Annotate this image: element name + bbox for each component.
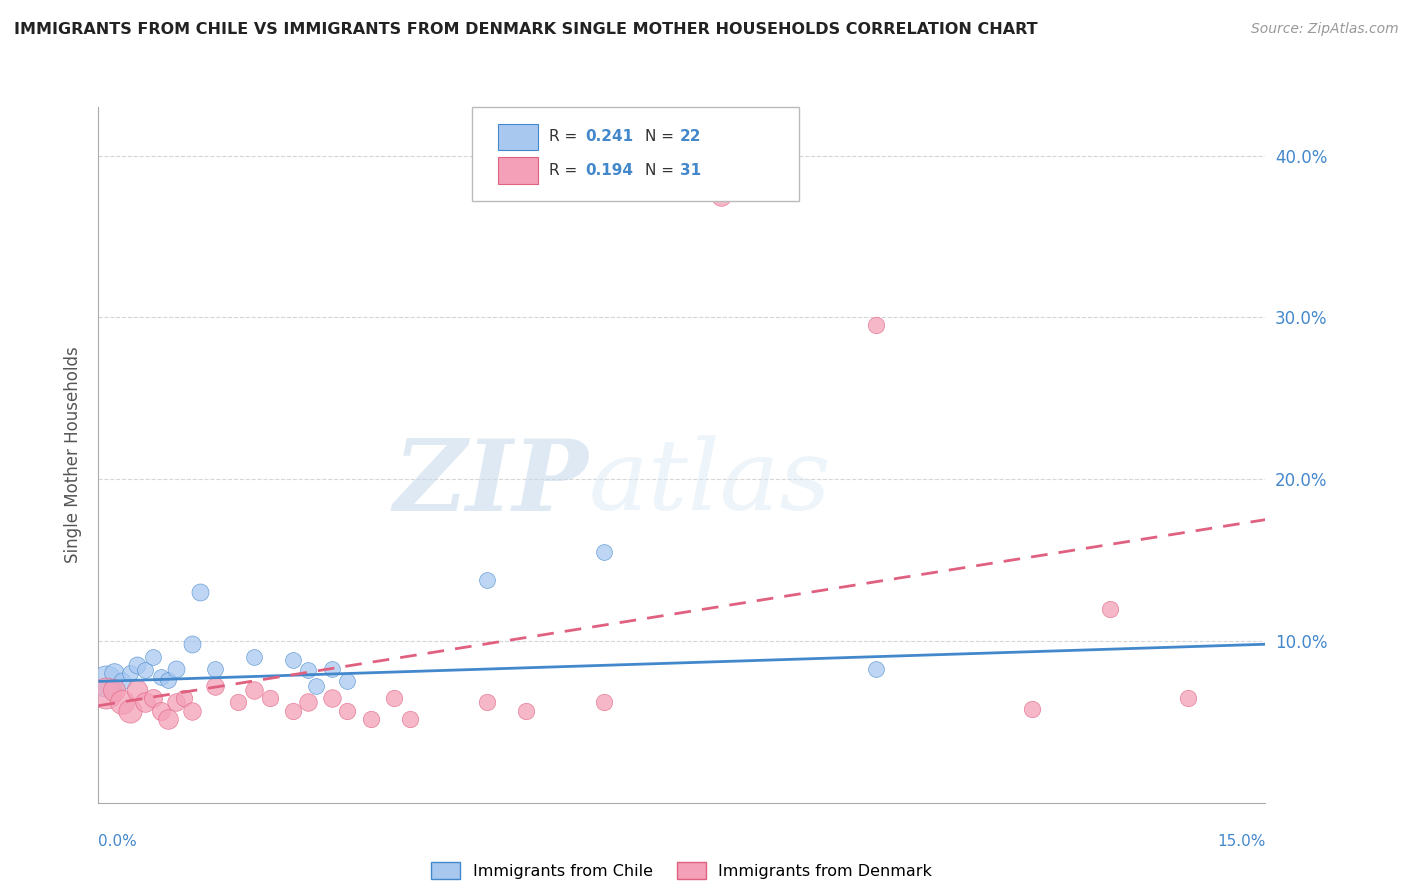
Text: R =: R = [548,163,582,178]
Point [127,682,149,697]
Text: R =: R = [548,129,582,145]
Point [477,696,499,710]
Point [204,661,226,675]
Text: IMMIGRANTS FROM CHILE VS IMMIGRANTS FROM DENMARK SINGLE MOTHER HOUSEHOLDS CORREL: IMMIGRANTS FROM CHILE VS IMMIGRANTS FROM… [14,22,1038,37]
Point [336,674,359,689]
Point [360,712,382,726]
FancyBboxPatch shape [472,107,799,201]
FancyBboxPatch shape [498,157,538,184]
Point [111,674,134,689]
Point [103,682,125,697]
Point [1098,601,1121,615]
Text: N =: N = [644,163,679,178]
Point [173,690,195,705]
Point [118,666,141,681]
Point [281,704,304,718]
Point [243,682,266,697]
Point [297,696,319,710]
Point [180,637,202,651]
Point [204,679,226,693]
Point [96,674,118,689]
Text: 31: 31 [679,163,700,178]
Point [297,663,319,677]
Legend: Immigrants from Chile, Immigrants from Denmark: Immigrants from Chile, Immigrants from D… [425,856,939,885]
Point [710,189,733,203]
Point [134,696,156,710]
Point [149,704,172,718]
Text: Source: ZipAtlas.com: Source: ZipAtlas.com [1251,22,1399,37]
Point [305,679,328,693]
Point [593,696,616,710]
Point [477,573,499,587]
Text: 0.241: 0.241 [585,129,633,145]
Point [382,690,405,705]
Point [865,661,887,675]
Text: ZIP: ZIP [394,434,589,531]
Text: 22: 22 [679,129,702,145]
Point [165,696,187,710]
Text: 0.0%: 0.0% [98,834,138,849]
Point [321,661,343,675]
Point [165,661,187,675]
Text: N =: N = [644,129,679,145]
Text: atlas: atlas [589,435,831,531]
Point [398,712,420,726]
Point [1021,702,1043,716]
Point [188,585,211,599]
Point [149,670,172,684]
Point [1177,690,1199,705]
Text: 0.194: 0.194 [585,163,633,178]
Point [111,696,134,710]
Point [180,704,202,718]
Point [593,545,616,559]
Point [134,663,156,677]
Point [228,696,250,710]
Y-axis label: Single Mother Households: Single Mother Households [63,347,82,563]
Point [336,704,359,718]
Text: 15.0%: 15.0% [1218,834,1265,849]
Point [142,650,165,665]
Point [281,653,304,667]
Point [321,690,343,705]
Point [515,704,537,718]
Point [118,704,141,718]
Point [96,686,118,700]
Point [243,650,266,665]
Point [157,673,180,687]
Point [157,712,180,726]
Point [103,666,125,681]
Point [127,658,149,673]
Point [142,690,165,705]
Point [259,690,281,705]
Point [865,318,887,333]
FancyBboxPatch shape [498,124,538,150]
